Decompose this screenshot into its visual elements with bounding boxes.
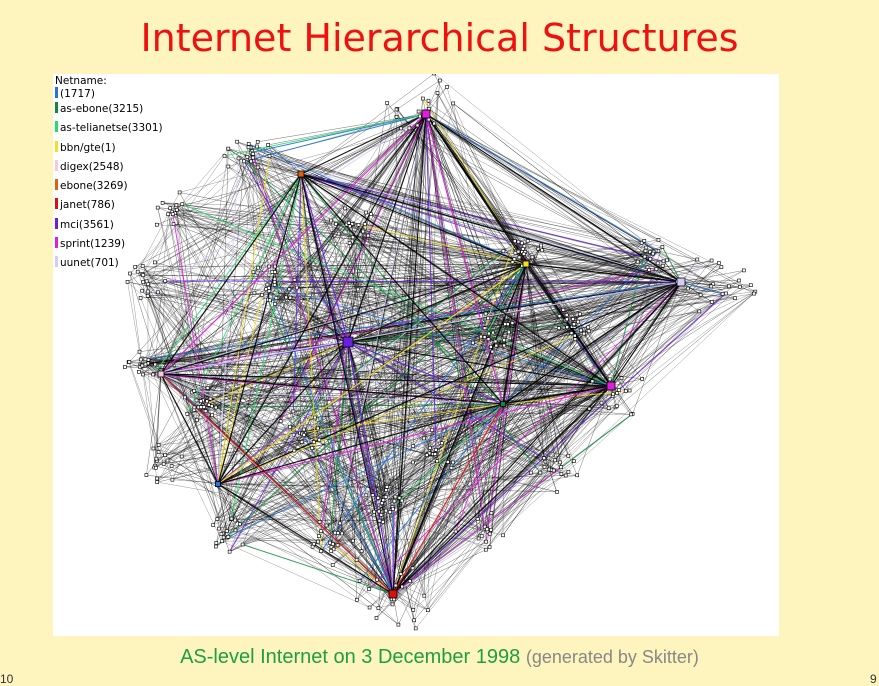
hub-node [523, 261, 529, 267]
legend-swatch [55, 218, 58, 229]
legend-item: bbn/gte(1) [55, 139, 163, 158]
legend-swatch [55, 198, 58, 209]
figure-caption: AS-level Internet on 3 December 1998 (ge… [0, 646, 879, 669]
legend-label: janet(786) [60, 199, 115, 211]
legend-label: (1717) [60, 88, 95, 100]
hub-node [422, 110, 430, 118]
hub-node [158, 371, 164, 377]
legend-item: uunet(701) [55, 254, 163, 273]
legend-swatch [55, 160, 58, 171]
legend-label: uunet(701) [60, 257, 119, 269]
legend-heading: Netname: [55, 76, 163, 87]
hub-node [389, 590, 397, 598]
hub-node [216, 482, 221, 487]
legend-label: sprint(1239) [60, 238, 125, 250]
legend-item: as-telianetse(3301) [55, 119, 163, 138]
legend-label: mci(3561) [60, 219, 114, 231]
legend-item: digex(2548) [55, 158, 163, 177]
hub-node [677, 278, 685, 286]
slide-title: Internet Hierarchical Structures [0, 16, 879, 60]
legend-item: mci(3561) [55, 216, 163, 235]
legend-swatch [55, 87, 58, 98]
legend-swatch [55, 237, 58, 248]
legend-label: as-ebone(3215) [60, 103, 143, 115]
legend-item: ebone(3269) [55, 177, 163, 196]
hub-node [501, 402, 506, 407]
legend-label: ebone(3269) [60, 180, 128, 192]
hub-node [298, 171, 304, 177]
caption-source: (generated by Skitter) [526, 647, 699, 667]
legend-item: as-ebone(3215) [55, 100, 163, 119]
legend-swatch [55, 256, 58, 267]
legend-label: bbn/gte(1) [60, 142, 116, 154]
network-graph-panel: Netname: (1717) as-ebone(3215) as-telianet… [53, 74, 779, 636]
legend-item: sprint(1239) [55, 235, 163, 254]
hub-node [607, 382, 615, 390]
legend-swatch [55, 179, 58, 190]
caption-main: AS-level Internet on 3 December 1998 [180, 646, 520, 668]
legend-swatch [55, 141, 58, 152]
legend-label: digex(2548) [60, 161, 124, 173]
legend-item: (1717) [55, 87, 163, 100]
legend-label: as-telianetse(3301) [60, 122, 163, 134]
legend-swatch [55, 102, 58, 113]
netname-legend: Netname: (1717) as-ebone(3215) as-telianet… [55, 76, 163, 274]
hub-node [343, 337, 353, 347]
legend-item: janet(786) [55, 196, 163, 215]
legend-swatch [55, 121, 58, 132]
